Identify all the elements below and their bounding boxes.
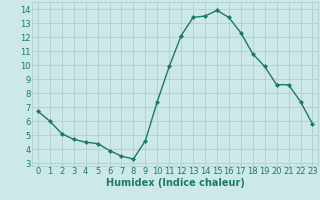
X-axis label: Humidex (Indice chaleur): Humidex (Indice chaleur) bbox=[106, 178, 244, 188]
